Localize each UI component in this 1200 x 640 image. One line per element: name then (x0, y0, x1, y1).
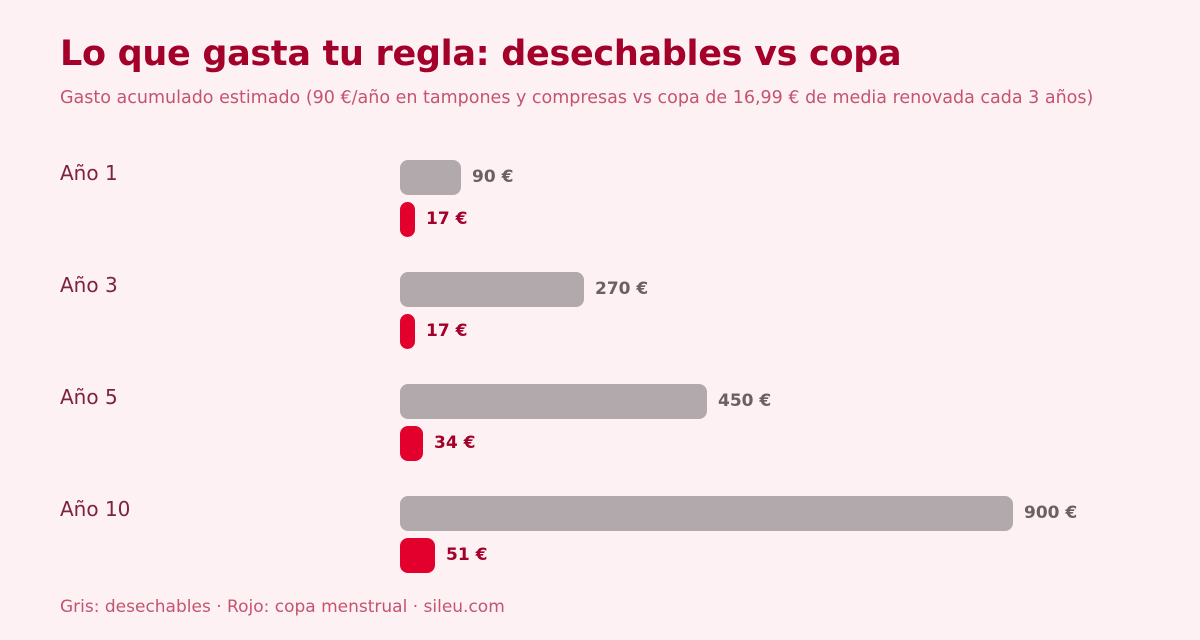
category-label: Año 1 (60, 161, 118, 185)
disposable-bar (400, 384, 707, 419)
disposable-bar (400, 496, 1013, 531)
category-label: Año 3 (60, 273, 118, 297)
chart-subtitle: Gasto acumulado estimado (90 €/año en ta… (60, 88, 1094, 108)
chart-title: Lo que gasta tu regla: desechables vs co… (60, 34, 902, 74)
disposable-value-label: 450 € (718, 391, 772, 411)
disposable-value-label: 270 € (595, 279, 649, 299)
cup-bar (400, 202, 415, 237)
disposable-value-label: 900 € (1024, 503, 1078, 523)
category-label: Año 10 (60, 497, 131, 521)
cup-value-label: 34 € (434, 433, 476, 453)
category-label: Año 5 (60, 385, 118, 409)
cup-value-label: 17 € (426, 321, 468, 341)
chart-footer-legend: Gris: desechables · Rojo: copa menstrual… (60, 597, 505, 617)
disposable-value-label: 90 € (472, 167, 514, 187)
cup-value-label: 51 € (446, 545, 488, 565)
disposable-bar (400, 160, 461, 195)
disposable-bar (400, 272, 584, 307)
cup-bar (400, 538, 435, 573)
cup-value-label: 17 € (426, 209, 468, 229)
cup-bar (400, 314, 415, 349)
cup-bar (400, 426, 423, 461)
